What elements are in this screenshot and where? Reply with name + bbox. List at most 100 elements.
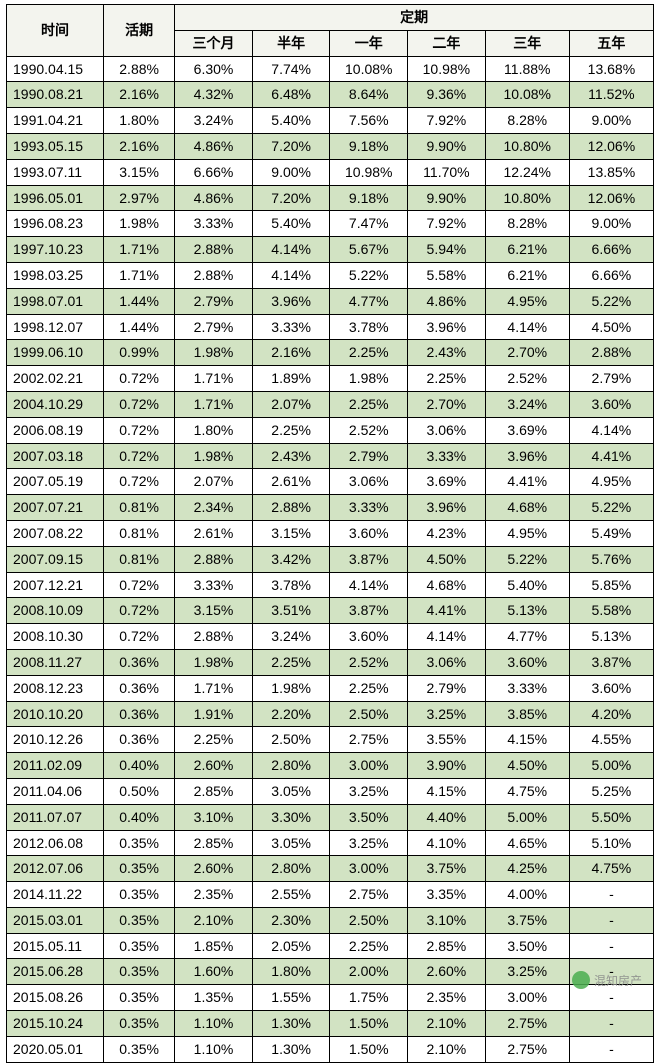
cell-y5: 5.25% — [569, 778, 653, 804]
cell-date: 1993.07.11 — [7, 159, 104, 185]
cell-m3: 2.35% — [175, 882, 253, 908]
cell-y3: 3.85% — [485, 701, 569, 727]
table-row: 2004.10.290.72%1.71%2.07%2.25%2.70%3.24%… — [7, 391, 654, 417]
cell-y5: 5.22% — [569, 288, 653, 314]
cell-demand: 0.36% — [104, 701, 175, 727]
table-row: 2015.06.280.35%1.60%1.80%2.00%2.60%3.25%… — [7, 959, 654, 985]
cell-m3: 3.10% — [175, 804, 253, 830]
cell-y1: 2.25% — [330, 340, 408, 366]
cell-y3: 4.65% — [485, 830, 569, 856]
cell-demand: 0.35% — [104, 907, 175, 933]
cell-y5: 4.20% — [569, 701, 653, 727]
cell-y3: 5.13% — [485, 598, 569, 624]
cell-date: 1998.12.07 — [7, 314, 104, 340]
cell-m6: 3.96% — [252, 288, 330, 314]
cell-y2: 10.98% — [408, 56, 486, 82]
cell-y2: 3.90% — [408, 753, 486, 779]
cell-y3: 5.40% — [485, 572, 569, 598]
cell-date: 2008.10.09 — [7, 598, 104, 624]
cell-m3: 3.33% — [175, 572, 253, 598]
cell-y3: 3.69% — [485, 417, 569, 443]
cell-m3: 1.35% — [175, 985, 253, 1011]
cell-m3: 3.15% — [175, 598, 253, 624]
cell-y5: 3.87% — [569, 649, 653, 675]
cell-y1: 3.87% — [330, 598, 408, 624]
cell-y3: 4.95% — [485, 520, 569, 546]
cell-m6: 7.20% — [252, 133, 330, 159]
cell-y2: 11.70% — [408, 159, 486, 185]
cell-date: 2008.12.23 — [7, 675, 104, 701]
table-row: 2010.10.200.36%1.91%2.20%2.50%3.25%3.85%… — [7, 701, 654, 727]
cell-y5: 5.76% — [569, 546, 653, 572]
table-row: 2002.02.210.72%1.71%1.89%1.98%2.25%2.52%… — [7, 366, 654, 392]
cell-date: 2007.09.15 — [7, 546, 104, 572]
cell-demand: 2.16% — [104, 82, 175, 108]
cell-y5: 5.50% — [569, 804, 653, 830]
cell-y1: 2.75% — [330, 882, 408, 908]
cell-y1: 7.56% — [330, 108, 408, 134]
cell-y1: 4.77% — [330, 288, 408, 314]
cell-demand: 0.35% — [104, 882, 175, 908]
cell-y2: 4.86% — [408, 288, 486, 314]
cell-date: 2014.11.22 — [7, 882, 104, 908]
cell-demand: 0.35% — [104, 933, 175, 959]
cell-date: 2011.07.07 — [7, 804, 104, 830]
cell-y1: 3.06% — [330, 469, 408, 495]
cell-date: 2010.12.26 — [7, 727, 104, 753]
table-row: 2011.02.090.40%2.60%2.80%3.00%3.90%4.50%… — [7, 753, 654, 779]
cell-m6: 2.25% — [252, 649, 330, 675]
cell-m3: 3.24% — [175, 108, 253, 134]
cell-demand: 0.81% — [104, 495, 175, 521]
cell-date: 1999.06.10 — [7, 340, 104, 366]
cell-m3: 4.86% — [175, 185, 253, 211]
cell-y3: 4.15% — [485, 727, 569, 753]
table-row: 1997.10.231.71%2.88%4.14%5.67%5.94%6.21%… — [7, 237, 654, 263]
cell-y3: 4.95% — [485, 288, 569, 314]
cell-m3: 2.88% — [175, 237, 253, 263]
cell-y3: 4.14% — [485, 314, 569, 340]
cell-y5: 13.68% — [569, 56, 653, 82]
cell-date: 2012.06.08 — [7, 830, 104, 856]
cell-m6: 3.05% — [252, 778, 330, 804]
cell-date: 2015.03.01 — [7, 907, 104, 933]
table-row: 2008.12.230.36%1.71%1.98%2.25%2.79%3.33%… — [7, 675, 654, 701]
table-row: 2007.05.190.72%2.07%2.61%3.06%3.69%4.41%… — [7, 469, 654, 495]
table-row: 1998.03.251.71%2.88%4.14%5.22%5.58%6.21%… — [7, 262, 654, 288]
rates-table: 时间 活期 定期 三个月半年一年二年三年五年 1990.04.152.88%6.… — [6, 4, 654, 1063]
cell-m3: 2.10% — [175, 907, 253, 933]
cell-date: 2007.03.18 — [7, 443, 104, 469]
cell-y5: 5.13% — [569, 624, 653, 650]
cell-y1: 1.75% — [330, 985, 408, 1011]
cell-date: 1997.10.23 — [7, 237, 104, 263]
table-row: 1996.08.231.98%3.33%5.40%7.47%7.92%8.28%… — [7, 211, 654, 237]
cell-y3: 3.00% — [485, 985, 569, 1011]
table-header: 时间 活期 定期 三个月半年一年二年三年五年 — [7, 5, 654, 57]
cell-y5: 5.22% — [569, 495, 653, 521]
cell-y5: 6.66% — [569, 262, 653, 288]
cell-m6: 2.07% — [252, 391, 330, 417]
cell-m3: 2.79% — [175, 288, 253, 314]
cell-date: 2002.02.21 — [7, 366, 104, 392]
table-row: 2011.07.070.40%3.10%3.30%3.50%4.40%5.00%… — [7, 804, 654, 830]
table-row: 2015.05.110.35%1.85%2.05%2.25%2.85%3.50%… — [7, 933, 654, 959]
cell-y5: 5.58% — [569, 598, 653, 624]
cell-date: 2007.08.22 — [7, 520, 104, 546]
cell-y2: 7.92% — [408, 108, 486, 134]
cell-date: 2007.07.21 — [7, 495, 104, 521]
cell-m3: 2.85% — [175, 830, 253, 856]
watermark-text: 混知房产 — [594, 972, 642, 989]
cell-date: 1993.05.15 — [7, 133, 104, 159]
cell-m6: 2.43% — [252, 443, 330, 469]
cell-y3: 10.08% — [485, 82, 569, 108]
table-row: 2008.10.300.72%2.88%3.24%3.60%4.14%4.77%… — [7, 624, 654, 650]
cell-demand: 0.40% — [104, 804, 175, 830]
table-row: 2015.10.240.35%1.10%1.30%1.50%2.10%2.75%… — [7, 1011, 654, 1037]
cell-y3: 8.28% — [485, 211, 569, 237]
cell-y5: - — [569, 882, 653, 908]
cell-date: 2007.05.19 — [7, 469, 104, 495]
col-period-5: 五年 — [569, 30, 653, 56]
cell-y5: 11.52% — [569, 82, 653, 108]
cell-y1: 2.50% — [330, 907, 408, 933]
table-row: 1993.05.152.16%4.86%7.20%9.18%9.90%10.80… — [7, 133, 654, 159]
cell-demand: 0.35% — [104, 985, 175, 1011]
